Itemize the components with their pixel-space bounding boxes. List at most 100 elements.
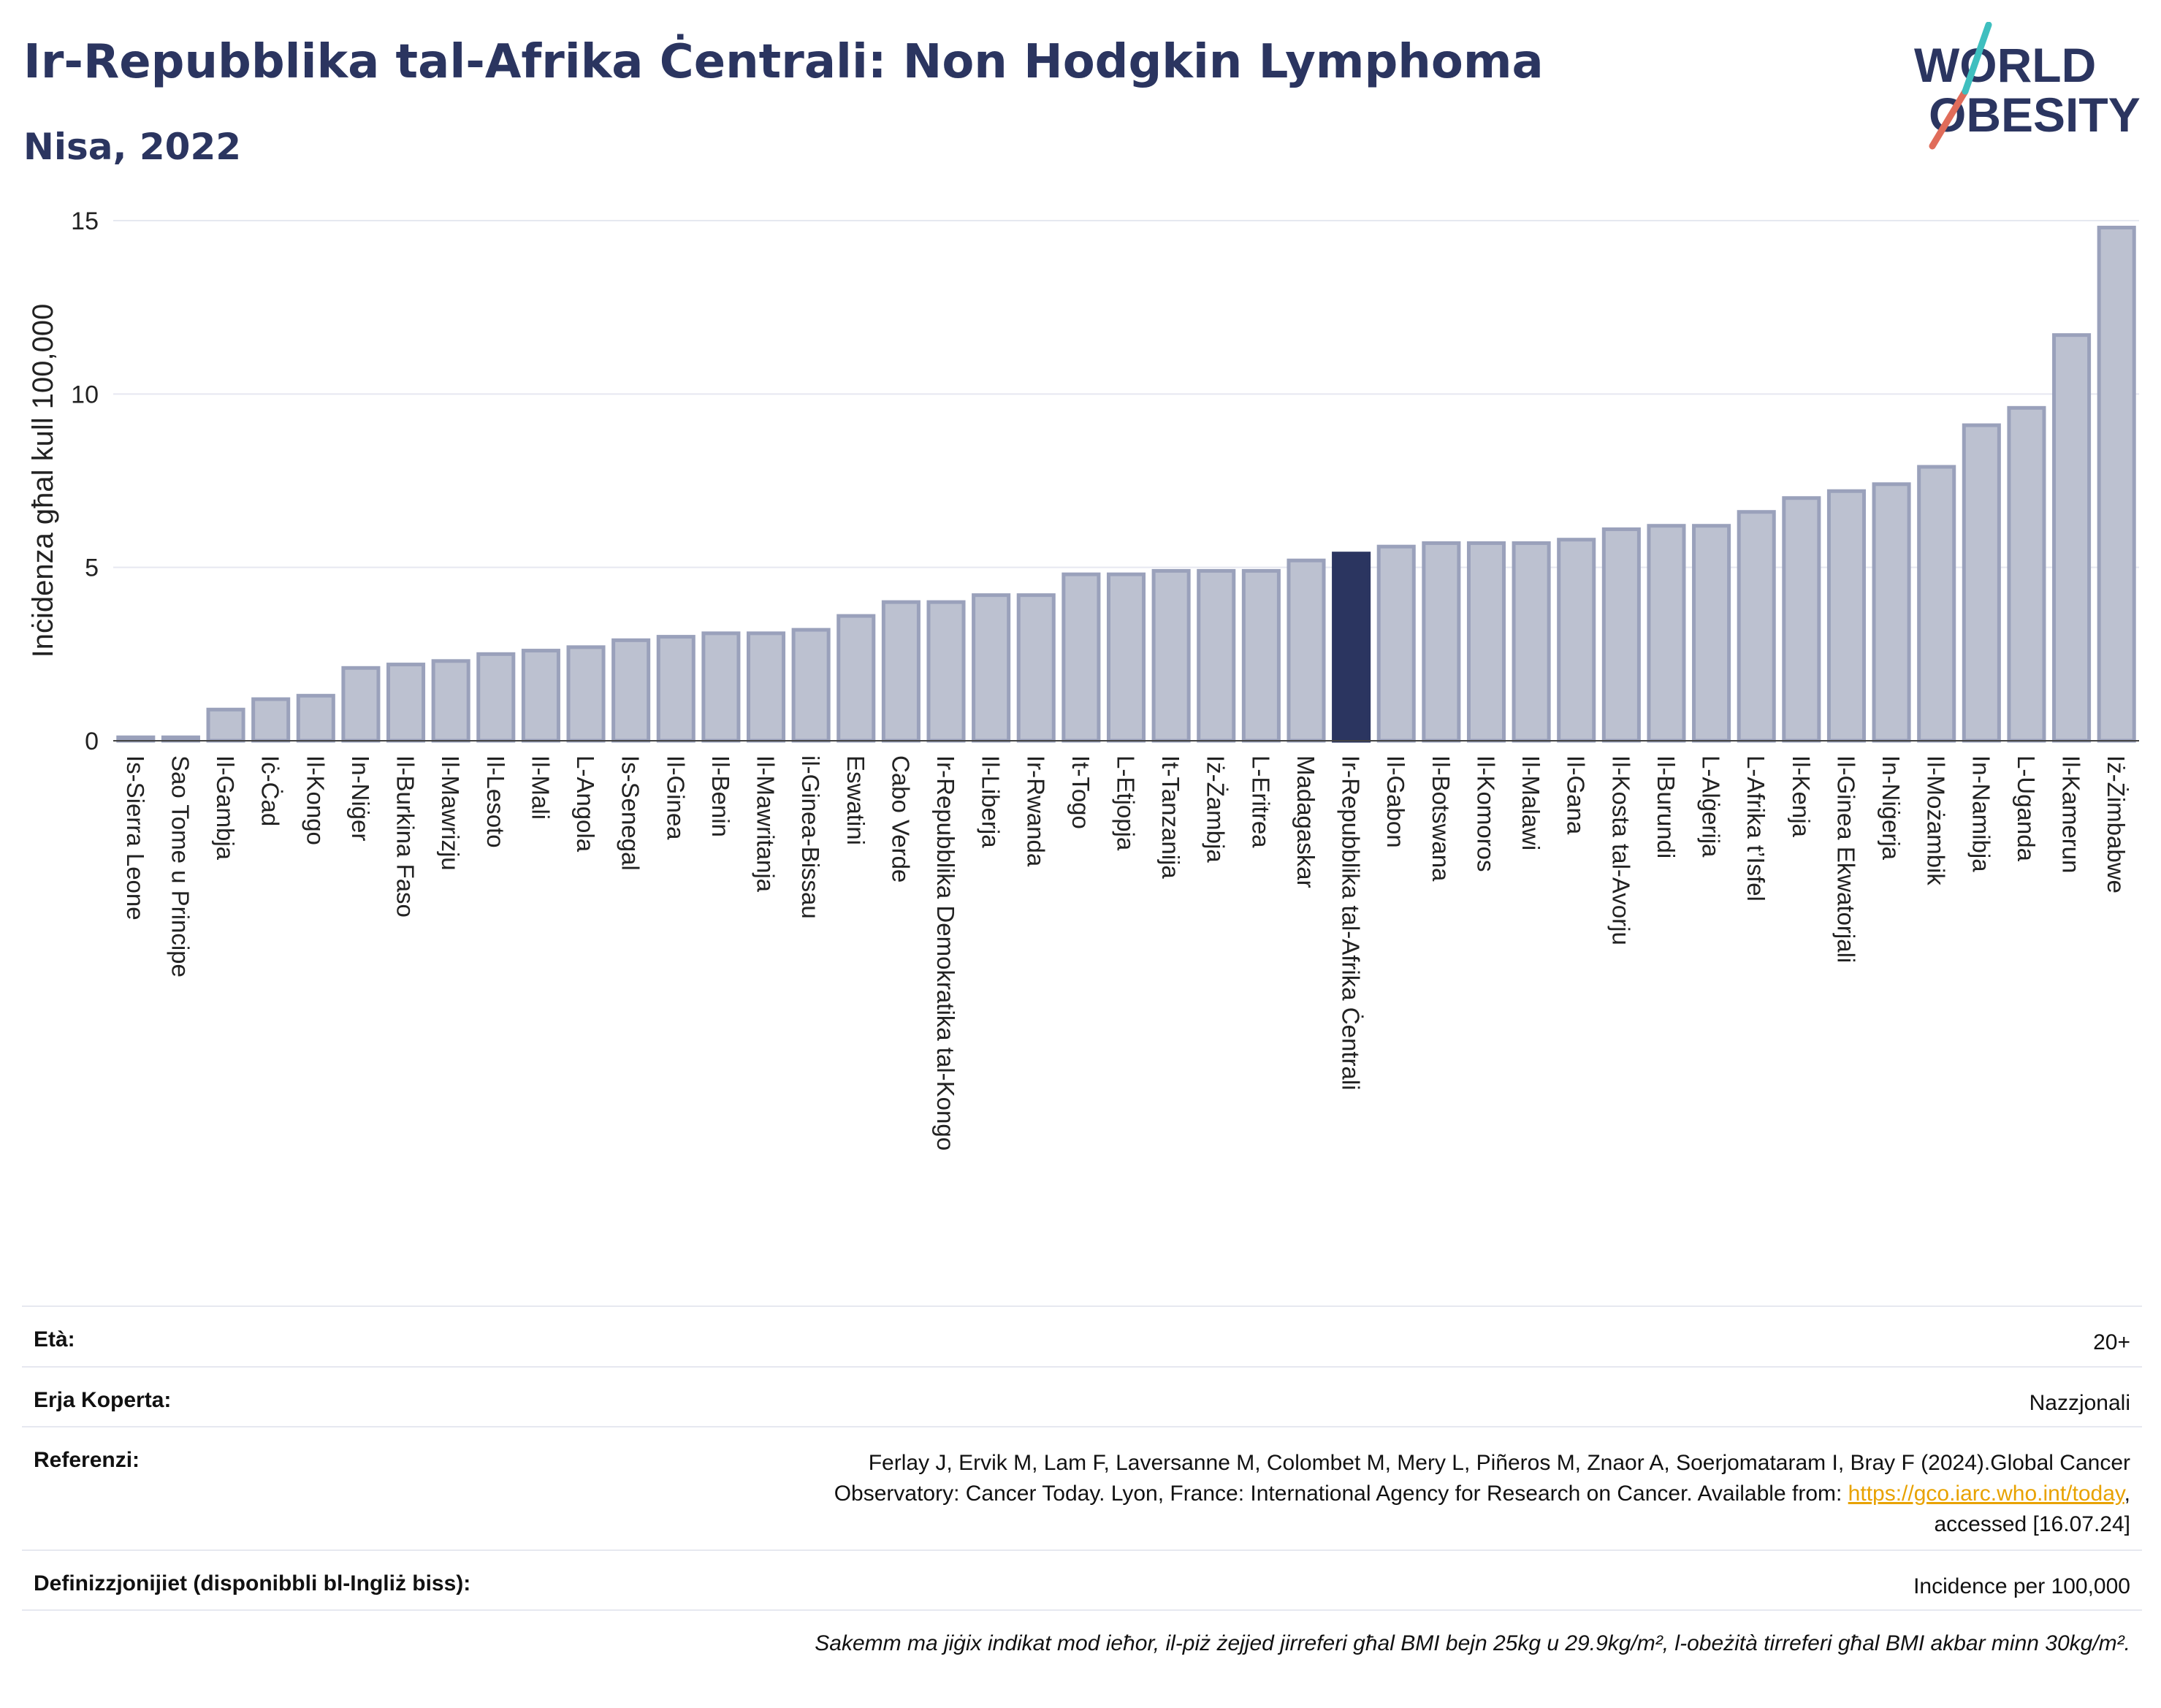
y-axis-label: Inċidenza għal kull 100,000 (27, 304, 59, 658)
reference-link[interactable]: https://gco.iarc.who.int/today (1848, 1482, 2124, 1506)
bar (611, 638, 651, 743)
x-tick-label: Il-Ginea Ekwatorjali (1832, 755, 1859, 963)
age-label: Età: (34, 1327, 75, 1351)
bar (386, 663, 426, 743)
bar (1737, 510, 1776, 743)
x-tick-label: Is-Sierra Leone (122, 755, 149, 920)
reference-text: Observatory: Cancer Today. Lyon, France:… (834, 1482, 1848, 1506)
page-title: Ir-Repubblika tal-Afrika Ċentrali: Non H… (23, 35, 1544, 89)
bar (1466, 541, 1506, 743)
bar (1601, 527, 1641, 743)
y-tick-label: 15 (71, 207, 99, 235)
x-tick-label: Il-Mawritanja (752, 755, 780, 893)
y-tick-label: 0 (85, 728, 99, 755)
page-subtitle: Nisa, 2022 (23, 126, 242, 168)
reference-line-3: accessed [16.07.24] (1934, 1512, 2130, 1536)
x-tick-label: L-Uganda (2013, 755, 2040, 862)
references-label: Referenzi: (34, 1448, 140, 1472)
x-tick-label: Ir-Rwanda (1022, 755, 1049, 867)
x-tick-label: Ir-Repubblika Demokratika tal-Kongo (932, 755, 959, 1151)
bar (296, 693, 335, 743)
x-tick-label: L-Angola (572, 755, 599, 853)
x-tick-label: Il-Burundi (1653, 755, 1680, 858)
bar (1197, 568, 1236, 743)
bar (1872, 482, 1911, 743)
bar (1062, 572, 1101, 743)
info-row-references: Referenzi: Ferlay J, Ervik M, Lam F, Lav… (22, 1426, 2142, 1549)
x-tick-label: Iċ-Ċad (257, 755, 284, 826)
info-row-area: Erja Koperta: Nazzjonali (22, 1366, 2142, 1426)
x-tick-label: Il-Benin (707, 755, 734, 837)
x-tick-label: Iż-Żambja (1203, 755, 1230, 863)
bar (926, 600, 966, 743)
reference-comma: , (2124, 1482, 2130, 1506)
x-tick-label: Eswatini (842, 755, 869, 845)
bar (1557, 538, 1596, 743)
bar (1962, 423, 2001, 743)
bar (1422, 541, 1461, 743)
bar (1376, 544, 1416, 743)
bar (1241, 568, 1281, 743)
bar (476, 652, 516, 743)
logo-slash-teal (1962, 22, 1992, 95)
x-tick-label: Il-Kenja (1788, 755, 1815, 838)
x-tick-label: L-Eritrea (1247, 755, 1274, 848)
bar (1692, 524, 1731, 743)
reference-line-2: Observatory: Cancer Today. Lyon, France:… (523, 1479, 2130, 1509)
x-tick-label: It-Togo (1067, 755, 1094, 829)
x-tick-label: Il-Kamerun (2058, 755, 2085, 873)
y-tick-label: 10 (71, 381, 99, 408)
x-tick-label: Il-Gabon (1382, 755, 1409, 848)
x-tick-label: L-Etjopja (1113, 755, 1140, 851)
x-tick-label: Ir-Repubblika tal-Afrika Ċentrali (1338, 755, 1365, 1091)
bar (2097, 225, 2136, 743)
x-tick-label: In-Namibja (1967, 755, 1994, 872)
world-obesity-logo: WORLD OBESITY (1914, 22, 2141, 150)
x-tick-label: It-Tanzanija (1157, 755, 1184, 879)
x-tick-label: Iż-Żimbabwe (2103, 755, 2130, 893)
bar (972, 593, 1011, 743)
bar (251, 697, 291, 743)
axes: 0 5 10 15 Is-Sierra Leone Sao Tome u Principe… (71, 207, 2139, 1151)
bar (2007, 405, 2046, 743)
x-tick-label: L-Afrika t’Isfel (1742, 755, 1769, 901)
x-tick-label: L-Alġerija (1698, 755, 1725, 858)
bar (1782, 496, 1821, 743)
x-tick-label: In-Niġer (347, 755, 374, 841)
x-tick-label: Il-Mawrizju (437, 755, 464, 871)
x-tick-label: Il-Mali (527, 755, 554, 820)
bar (521, 649, 560, 743)
bar (566, 645, 606, 743)
bars (116, 225, 2136, 743)
y-tick-label: 5 (85, 554, 99, 582)
reference-line-1: Ferlay J, Ervik M, Lam F, Laversanne M, … (868, 1451, 2130, 1475)
x-tick-label: Is-Senegal (617, 755, 644, 871)
x-tick-label: Il-Możambik (1923, 755, 1950, 885)
area-value: Nazzjonali (2029, 1391, 2130, 1415)
x-tick-label: Il-Liberja (977, 755, 1005, 848)
x-tick-label: Il-Botswana (1428, 755, 1455, 882)
x-tick-label: Il-Kongo (302, 755, 329, 845)
x-tick-label: Il-Kosta tal-Avorju (1607, 755, 1634, 945)
footnote: Sakemm ma jiġix indikat mod ieħor, il-pi… (815, 1631, 2130, 1655)
bar (836, 614, 876, 743)
x-tick-label: Il-Malawi (1517, 755, 1544, 850)
x-tick-label: Sao Tome u Principe (167, 755, 194, 977)
bar (2052, 333, 2092, 743)
bar (431, 659, 470, 743)
x-tick-label: Il-Ginea (662, 755, 689, 840)
bar (791, 628, 831, 743)
bar (1512, 541, 1551, 743)
x-tick-label: Cabo Verde (887, 755, 914, 882)
definitions-value: Incidence per 100,000 (1913, 1574, 2130, 1598)
bar (1151, 568, 1191, 743)
bar (1106, 572, 1146, 743)
x-tick-label: In-Niġerja (1878, 755, 1905, 861)
bar-chart: 0 5 10 15 Is-Sierra Leone Sao Tome u Principe… (27, 207, 2139, 1151)
bar-highlighted (1332, 552, 1371, 743)
logo-slash-red (1929, 88, 1969, 150)
area-label: Erja Koperta: (34, 1388, 172, 1412)
x-tick-label: Il-Gana (1563, 755, 1590, 835)
info-table: Età: 20+ Erja Koperta: Nazzjonali Refere… (22, 1305, 2142, 1672)
bar (1287, 558, 1326, 743)
